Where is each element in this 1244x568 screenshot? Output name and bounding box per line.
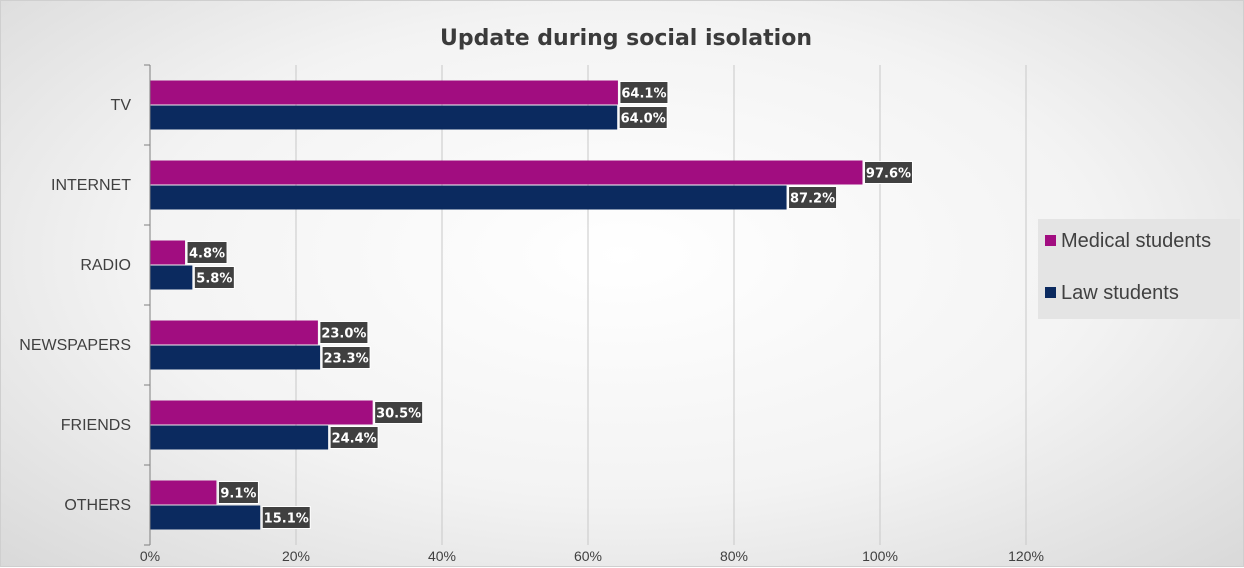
bar — [150, 425, 329, 450]
data-label: 87.2% — [790, 192, 835, 207]
bar — [150, 345, 321, 370]
category-label: RADIO — [80, 257, 131, 274]
chart-title: Update during social isolation — [440, 26, 812, 51]
category-label: TV — [111, 97, 132, 114]
legend-label: Law students — [1061, 282, 1179, 304]
legend-label: Medical students — [1061, 230, 1211, 252]
bar — [150, 400, 373, 425]
category-label: NEWSPAPERS — [19, 337, 131, 354]
legend-swatch — [1045, 235, 1056, 246]
data-label-box — [193, 266, 235, 289]
data-label-box — [618, 106, 668, 129]
data-label-box — [321, 346, 371, 369]
x-tick-label: 60% — [574, 548, 602, 564]
data-label: 9.1% — [220, 487, 256, 502]
bar — [150, 480, 217, 505]
data-label: 5.8% — [196, 272, 232, 287]
category-label: INTERNET — [51, 177, 131, 194]
data-label-box — [788, 186, 838, 209]
bars — [150, 80, 863, 530]
bar — [150, 80, 618, 105]
data-label: 15.1% — [264, 512, 309, 527]
x-tick-label: 40% — [428, 548, 456, 564]
x-tick-label: 0% — [140, 548, 160, 564]
data-labels: 64.1% 64.0% 97.6% 87.2% 4.8% 5.8% 23.0% 23.3% 30… — [186, 81, 913, 529]
data-label-box — [186, 241, 228, 264]
gridlines — [295, 65, 1027, 545]
data-label-box — [261, 506, 311, 529]
data-label-box — [329, 426, 379, 449]
x-tick-label: 20% — [282, 548, 310, 564]
data-label-box — [619, 81, 669, 104]
bar — [150, 185, 787, 210]
data-label: 30.5% — [376, 407, 421, 422]
data-label-box — [374, 401, 424, 424]
legend-swatch — [1045, 287, 1056, 298]
category-label: FRIENDS — [61, 417, 131, 434]
legend: Medical students Law students — [1038, 219, 1240, 319]
bar — [150, 160, 863, 185]
category-axis: TV INTERNET RADIO NEWSPAPERS FRIENDS OTHERS — [19, 64, 151, 546]
x-tick-label: 100% — [862, 548, 898, 564]
data-label-box — [217, 481, 259, 504]
category-label: OTHERS — [64, 497, 131, 514]
bar — [150, 265, 193, 290]
data-label: 4.8% — [189, 247, 225, 262]
data-label: 64.0% — [621, 112, 666, 127]
legend-box — [1038, 219, 1240, 319]
bar — [150, 505, 261, 530]
bar — [150, 105, 618, 130]
bar — [150, 240, 186, 265]
data-label: 23.0% — [321, 327, 366, 342]
data-label: 24.4% — [332, 432, 377, 447]
x-tick-label: 120% — [1008, 548, 1044, 564]
bar — [150, 320, 318, 345]
value-axis: 0% 20% 40% 60% 80% 100% 120% — [140, 548, 1044, 564]
data-label: 23.3% — [324, 352, 369, 367]
data-label: 64.1% — [621, 87, 666, 102]
data-label: 97.6% — [866, 167, 911, 182]
data-label-box — [319, 321, 369, 344]
data-label-box — [863, 161, 913, 184]
x-tick-label: 80% — [720, 548, 748, 564]
